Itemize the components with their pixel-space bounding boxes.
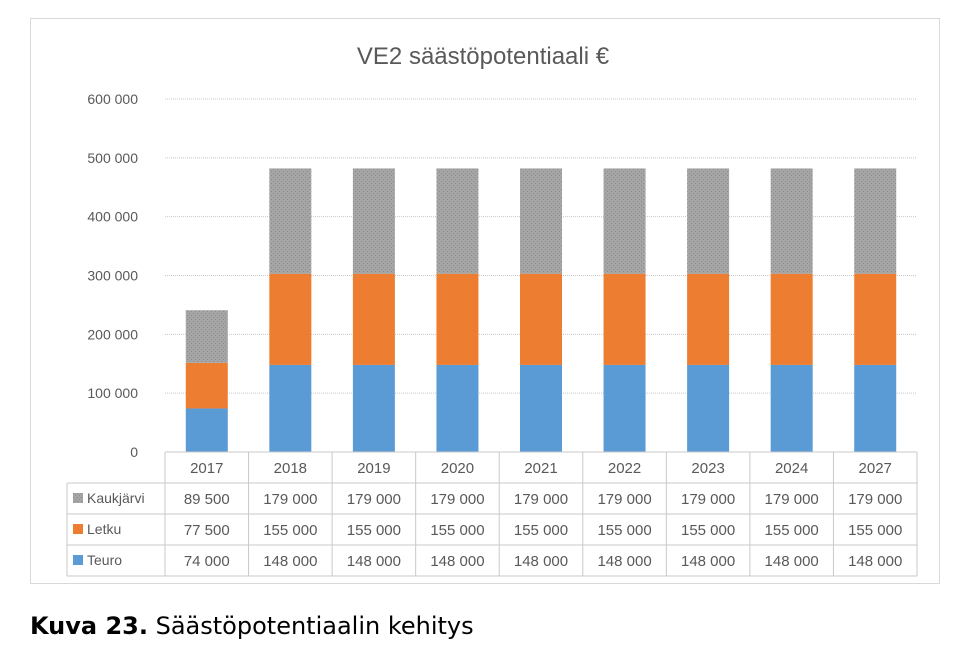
caption-label: Kuva 23. (30, 612, 148, 640)
legend-label: Letku (87, 521, 121, 537)
data-label: 179 000 (263, 491, 317, 508)
data-label: 74 000 (184, 553, 230, 570)
legend-key-teuro (73, 555, 83, 565)
bar-teuro-2021 (520, 364, 562, 452)
bar-teuro-2022 (603, 364, 646, 452)
bar-kaukjärvi-2018 (269, 168, 312, 274)
bar-kaukjärvi-2022 (603, 168, 646, 274)
data-label: 179 000 (514, 491, 568, 508)
figure-caption: Kuva 23. Säästöpotentiaalin kehitys (30, 612, 474, 640)
y-tick-label: 300 000 (87, 268, 138, 284)
data-label: 148 000 (848, 553, 902, 570)
y-tick-label: 500 000 (87, 150, 138, 166)
bar-kaukjärvi-2024 (770, 168, 813, 274)
bar-kaukjärvi-2019 (352, 168, 395, 274)
y-tick-label: 0 (130, 444, 138, 460)
legend-label: Teuro (87, 552, 122, 568)
chart-title: VE2 säästöpotentiaali € (357, 43, 610, 70)
bar-teuro-2027 (854, 364, 897, 452)
data-label: 179 000 (347, 491, 401, 508)
data-label: 155 000 (347, 522, 401, 539)
data-label: 155 000 (263, 522, 317, 539)
bar-letku-2027 (854, 273, 897, 365)
data-label: 155 000 (681, 522, 735, 539)
data-label: 179 000 (765, 491, 819, 508)
data-label: 179 000 (597, 491, 651, 508)
y-tick-label: 400 000 (87, 209, 138, 225)
x-tick-label: 2022 (608, 460, 641, 477)
y-tick-label: 600 000 (87, 91, 138, 107)
bar-letku-2024 (770, 273, 813, 365)
bar-kaukjärvi-2017 (185, 310, 228, 363)
bar-letku-2021 (520, 273, 562, 365)
caption-text: Säästöpotentiaalin kehitys (147, 612, 474, 640)
bar-teuro-2024 (770, 364, 813, 452)
bar-letku-2018 (269, 273, 312, 365)
x-tick-label: 2018 (274, 460, 307, 477)
data-label: 148 000 (263, 553, 317, 570)
data-label: 148 000 (597, 553, 651, 570)
bar-letku-2022 (603, 273, 646, 365)
data-label: 148 000 (430, 553, 484, 570)
data-label: 179 000 (848, 491, 902, 508)
legend-key-letku (73, 524, 83, 534)
data-label: 179 000 (430, 491, 484, 508)
data-label: 148 000 (347, 553, 401, 570)
x-tick-label: 2019 (357, 460, 390, 477)
bar-teuro-2020 (436, 364, 479, 452)
data-label: 179 000 (681, 491, 735, 508)
data-label: 148 000 (514, 553, 568, 570)
x-tick-label: 2020 (441, 460, 474, 477)
legend-key-kaukjärvi (73, 493, 83, 503)
data-label: 155 000 (430, 522, 484, 539)
bar-kaukjärvi-2027 (854, 168, 897, 274)
data-label: 155 000 (848, 522, 902, 539)
y-tick-label: 200 000 (87, 326, 138, 342)
bar-teuro-2018 (269, 364, 312, 452)
data-label: 77 500 (184, 522, 230, 539)
bar-letku-2023 (687, 273, 730, 365)
legend-label: Kaukjärvi (87, 490, 145, 506)
data-label: 148 000 (681, 553, 735, 570)
bar-kaukjärvi-2023 (687, 168, 730, 274)
bar-letku-2017 (185, 362, 228, 409)
x-tick-label: 2027 (859, 460, 892, 477)
y-tick-label: 100 000 (87, 385, 138, 401)
data-label: 89 500 (184, 491, 230, 508)
x-tick-label: 2021 (524, 460, 557, 477)
data-label: 155 000 (765, 522, 819, 539)
bar-kaukjärvi-2020 (436, 168, 479, 274)
data-label: 148 000 (765, 553, 819, 570)
x-tick-label: 2023 (691, 460, 724, 477)
chart: VE2 säästöpotentiaali € 0 100 000 200 000 3… (66, 43, 918, 577)
bar-teuro-2023 (687, 364, 730, 452)
x-tick-label: 2017 (190, 460, 223, 477)
bar-letku-2019 (352, 273, 395, 365)
data-label: 155 000 (514, 522, 568, 539)
bar-letku-2020 (436, 273, 479, 365)
bar-teuro-2017 (185, 408, 228, 452)
data-label: 155 000 (597, 522, 651, 539)
bar-teuro-2019 (352, 364, 395, 452)
chart-frame: VE2 säästöpotentiaali € 0 100 000 200 000 3… (30, 18, 940, 584)
x-tick-label: 2024 (775, 460, 808, 477)
bar-kaukjärvi-2021 (520, 168, 562, 274)
